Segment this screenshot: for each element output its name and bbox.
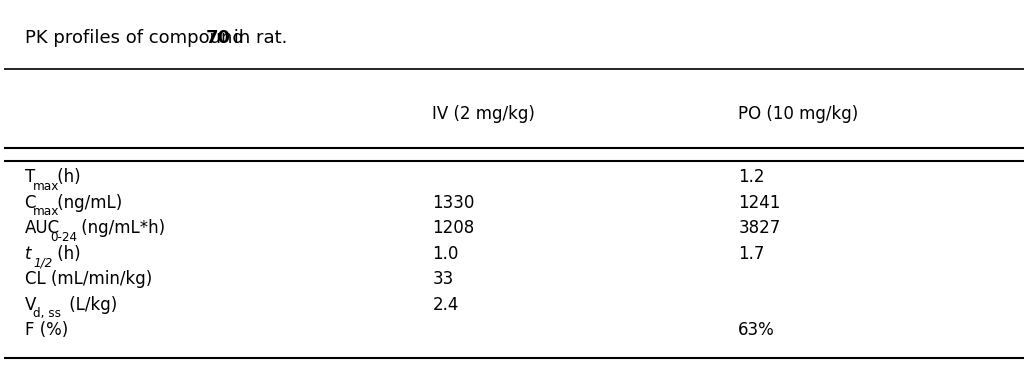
Text: in rat.: in rat. (228, 30, 288, 47)
Text: max: max (33, 205, 60, 218)
Text: PO (10 mg/kg): PO (10 mg/kg) (738, 105, 858, 123)
Text: IV (2 mg/kg): IV (2 mg/kg) (433, 105, 536, 123)
Text: 1241: 1241 (738, 194, 780, 212)
Text: 1.0: 1.0 (433, 245, 458, 263)
Text: V: V (25, 296, 36, 314)
Text: 1208: 1208 (433, 219, 475, 237)
Text: 1/2: 1/2 (33, 256, 52, 269)
Text: (h): (h) (52, 168, 80, 186)
Text: PK profiles of compound: PK profiles of compound (25, 30, 249, 47)
Text: 3827: 3827 (738, 219, 780, 237)
Text: 70: 70 (206, 30, 231, 47)
Text: C: C (25, 194, 36, 212)
Text: 63%: 63% (738, 321, 775, 339)
Text: (ng/mL): (ng/mL) (52, 194, 122, 212)
Text: AUC: AUC (25, 219, 60, 237)
Text: T: T (25, 168, 35, 186)
Text: 1330: 1330 (433, 194, 475, 212)
Text: 1.2: 1.2 (738, 168, 765, 186)
Text: d, ss: d, ss (33, 307, 62, 320)
Text: 1.7: 1.7 (738, 245, 765, 263)
Text: (h): (h) (52, 245, 80, 263)
Text: (L/kg): (L/kg) (65, 296, 117, 314)
Text: max: max (33, 180, 60, 193)
Text: F (%): F (%) (25, 321, 68, 339)
Text: 2.4: 2.4 (433, 296, 458, 314)
Text: t: t (25, 245, 31, 263)
Text: CL (mL/min/kg): CL (mL/min/kg) (25, 270, 152, 288)
Text: 0-24: 0-24 (50, 231, 77, 244)
Text: 33: 33 (433, 270, 453, 288)
Text: (ng/mL*h): (ng/mL*h) (75, 219, 164, 237)
